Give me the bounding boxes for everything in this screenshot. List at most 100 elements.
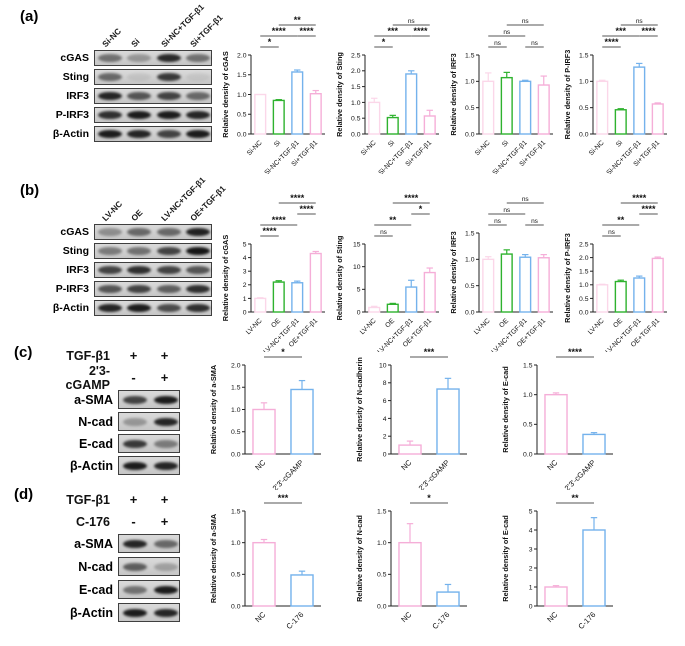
chart-cell: 0.0 0.5 1.0 1.5 Relative density of E-cad NC 2…	[500, 346, 646, 493]
bar	[290, 574, 314, 607]
bar	[272, 281, 285, 313]
y-tick-label: 2.0	[237, 52, 247, 59]
y-tick-label: 1.0	[351, 100, 361, 107]
charts-row-a: 0.0 0.5 1.0 1.5 2.0 Relative density of cGAS S…	[220, 14, 676, 177]
bar	[252, 408, 276, 455]
blot-band	[153, 562, 178, 571]
y-axis-title: Relative density of Sting	[335, 236, 344, 321]
x-category-label: Si	[387, 139, 397, 149]
panel-label-b: (b)	[20, 182, 40, 199]
bar-chart: 0 1 2 3 4 5 Relative density of E-cad NC C-176 **	[501, 493, 613, 631]
protein-label: E-cad	[78, 436, 113, 451]
gel-box	[118, 580, 180, 599]
blot-band	[156, 111, 181, 119]
blot-band	[156, 266, 181, 274]
x-category-label: C-176	[576, 610, 597, 631]
significance-label: ns	[636, 18, 644, 25]
y-axis-title: Relative density of E-cad	[501, 366, 510, 452]
blot-band	[186, 285, 211, 293]
significance-label: *	[268, 37, 272, 47]
bar	[582, 433, 606, 455]
lane-label: LV-NC	[99, 198, 124, 223]
protein-label: N-cad	[78, 414, 113, 429]
y-tick-label: 1	[243, 296, 247, 303]
blot-row: β-Actin	[46, 300, 212, 316]
bar	[651, 103, 664, 135]
bar	[272, 99, 285, 135]
y-tick-label: 0	[529, 603, 533, 610]
western-blot-d: TGF-β1 + + C-176 - + a-SMA N-cad E-cad β-Actin	[46, 490, 180, 626]
chart-cell: 0.0 0.5 1.0 1.5 2.0 2.5 Relative density of St…	[334, 14, 448, 177]
chart-cell: 0.0 0.5 1.0 1.5 2.0 2.5 Relative density of P-…	[562, 192, 676, 356]
blot-band	[186, 130, 211, 138]
y-axis-title: Relative density of Sting	[335, 52, 344, 137]
y-tick-label: 1.5	[465, 52, 475, 59]
y-tick-label: 2	[529, 565, 533, 572]
blot-row: P-IRF3	[46, 107, 212, 123]
bar	[500, 253, 513, 313]
y-tick-label: 0.5	[377, 572, 387, 579]
blot-band	[156, 130, 181, 138]
chart-cell: 0.0 0.5 1.0 1.5 2.0 Relative density of a-SMA…	[208, 346, 354, 493]
lane-label: Si	[129, 36, 142, 49]
bar	[386, 303, 399, 313]
significance-label: ****	[604, 37, 619, 47]
y-tick-label: 5	[243, 241, 247, 248]
blot-band	[122, 562, 147, 571]
chart-cell: 0 2 4 6 8 10 Relative density of N-cadherin NC 2…	[354, 346, 500, 493]
gel-box	[94, 50, 212, 66]
protein-label: P-IRF3	[55, 283, 89, 295]
bar-chart: 0 2 4 6 8 10 Relative density of N-cadherin NC 2…	[355, 347, 467, 493]
chart-cell: 0.0 0.5 1.0 1.5 Relative density of IRF3 Si-N…	[448, 14, 562, 177]
bar	[309, 93, 322, 135]
chart-cell: 0.0 0.5 1.0 1.5 Relative density of IRF3 LV-N…	[448, 192, 562, 356]
condition-row: 2'3-cGAMP - +	[46, 364, 180, 392]
y-tick-label: 0.0	[579, 309, 589, 316]
significance-label: ****	[404, 193, 419, 203]
y-tick-label: 0.0	[579, 131, 589, 138]
bar	[500, 76, 513, 135]
x-category-label: Si	[501, 139, 511, 149]
western-blot-a: Si-NC Si Si-NC+TGF-β1 Si+TGF-β1 cGAS Sting IRF…	[46, 2, 225, 145]
bar-chart: 0.0 0.5 1.0 1.5 Relative density of E-cad NC 2…	[501, 347, 613, 493]
chart-cell: 0.0 0.5 1.0 1.5 Relative density of P-IRF3 Si…	[562, 14, 676, 177]
y-tick-label: 2.5	[351, 52, 361, 59]
y-axis-title: Relative density of IRF3	[449, 231, 458, 313]
blot-band	[156, 247, 181, 255]
blot-row: a-SMA	[46, 390, 180, 409]
gel-box	[118, 557, 180, 576]
blot-band	[153, 539, 178, 548]
y-axis-title: Relative density of N-cad	[355, 515, 364, 602]
y-tick-label: 1.0	[231, 540, 241, 547]
x-category-label: LV-NC	[245, 317, 264, 336]
blot-row: Sting	[46, 243, 212, 259]
gel-box	[118, 434, 180, 453]
protein-label: E-cad	[78, 582, 113, 597]
x-category-label: OE	[498, 317, 510, 329]
x-category-label: Si-NC	[246, 139, 264, 157]
blot-band	[127, 228, 152, 236]
chart-cell: 0 5 10 15 Relative density of Sting LV-NC OE LV…	[334, 192, 448, 356]
significance-label: ****	[641, 26, 656, 36]
y-tick-label: 6	[383, 398, 387, 405]
condition-symbol: +	[160, 370, 169, 385]
y-tick-label: 0.0	[523, 451, 533, 458]
y-tick-label: 1.5	[231, 508, 241, 515]
blot-row: P-IRF3	[46, 281, 212, 297]
blot-band	[156, 73, 181, 81]
condition-symbol: +	[129, 348, 138, 363]
bar	[254, 297, 267, 313]
chart-cell: 0 1 2 3 4 5 Relative density of cGAS LV-NC OE LV-…	[220, 192, 334, 356]
gel-box	[118, 603, 180, 622]
bar	[405, 286, 418, 313]
blot-band	[156, 228, 181, 236]
y-tick-label: 5	[357, 287, 361, 294]
significance-label: ****	[413, 26, 428, 36]
x-category-label: Si-NC+TGF-β1	[491, 139, 528, 174]
y-tick-label: 1.5	[377, 508, 387, 515]
blot-band	[97, 130, 122, 138]
condition-row: TGF-β1 + +	[46, 490, 180, 509]
significance-label: ns	[608, 229, 616, 236]
x-category-label: LV-NC	[587, 317, 606, 336]
